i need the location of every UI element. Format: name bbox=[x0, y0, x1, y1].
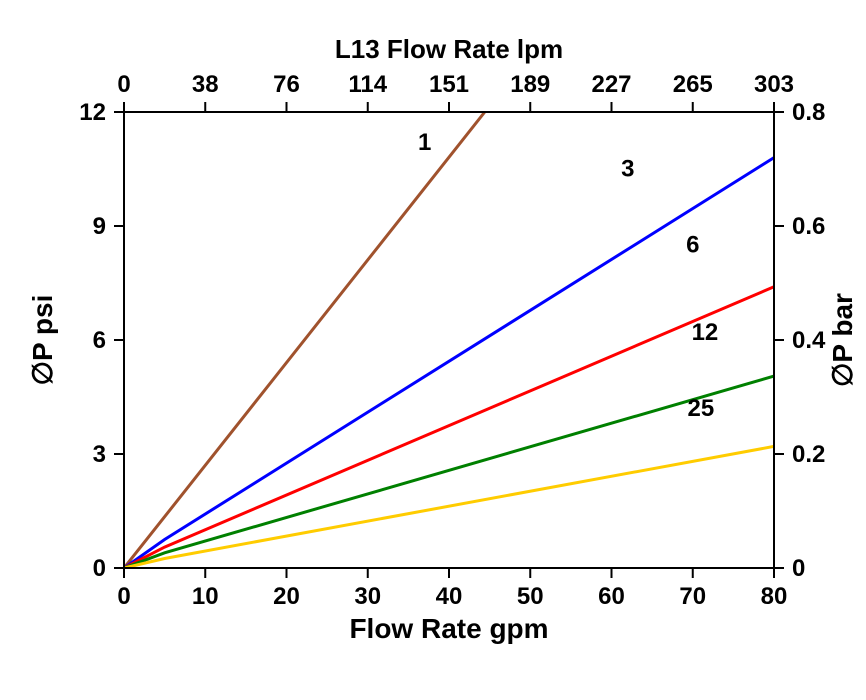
x-bottom-label: Flow Rate gpm bbox=[349, 613, 548, 644]
y-right-label: ∅P bar bbox=[827, 293, 858, 387]
xb-tick-label: 70 bbox=[679, 583, 706, 610]
xb-tick-label: 60 bbox=[598, 583, 625, 610]
yr-tick-label: 0.4 bbox=[792, 327, 826, 354]
xb-tick-label: 10 bbox=[192, 583, 219, 610]
yr-tick-label: 0.8 bbox=[792, 99, 825, 126]
yr-tick-label: 0.2 bbox=[792, 441, 825, 468]
xb-tick-label: 20 bbox=[273, 583, 300, 610]
xt-tick-label: 265 bbox=[673, 71, 713, 98]
series-label-25: 25 bbox=[688, 395, 715, 422]
line-chart: 01020304050607080Flow Rate gpm0387611415… bbox=[0, 0, 866, 700]
xt-tick-label: 38 bbox=[192, 71, 219, 98]
yr-tick-label: 0.6 bbox=[792, 213, 825, 240]
yl-tick-label: 0 bbox=[93, 555, 106, 582]
xt-tick-label: 151 bbox=[429, 71, 469, 98]
xb-tick-label: 40 bbox=[436, 583, 463, 610]
yl-tick-label: 12 bbox=[79, 99, 106, 126]
xt-tick-label: 114 bbox=[348, 71, 387, 98]
xt-tick-label: 227 bbox=[591, 71, 631, 98]
yr-tick-label: 0 bbox=[792, 555, 805, 582]
xt-tick-label: 76 bbox=[273, 71, 300, 98]
yl-tick-label: 6 bbox=[93, 327, 106, 354]
xb-tick-label: 0 bbox=[117, 583, 130, 610]
series-label-6: 6 bbox=[686, 232, 699, 259]
top-title: L13 Flow Rate lpm bbox=[335, 34, 563, 64]
xt-tick-label: 303 bbox=[754, 71, 794, 98]
series-label-1: 1 bbox=[418, 129, 431, 156]
xt-tick-label: 0 bbox=[117, 71, 130, 98]
xb-tick-label: 30 bbox=[354, 583, 381, 610]
series-label-3: 3 bbox=[621, 156, 634, 183]
yl-tick-label: 3 bbox=[93, 441, 106, 468]
chart-container: 01020304050607080Flow Rate gpm0387611415… bbox=[0, 0, 866, 700]
xb-tick-label: 50 bbox=[517, 583, 544, 610]
xt-tick-label: 189 bbox=[510, 71, 550, 98]
y-left-label: ∅P psi bbox=[27, 295, 58, 386]
yl-tick-label: 9 bbox=[93, 213, 106, 240]
series-label-12: 12 bbox=[692, 319, 719, 346]
xb-tick-label: 80 bbox=[761, 583, 788, 610]
